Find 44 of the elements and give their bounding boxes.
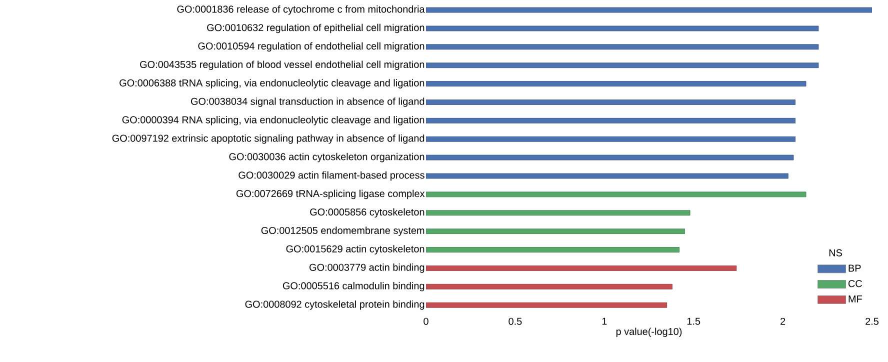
x-tick-label: 0: [424, 318, 428, 325]
x-tick-label: 2.5: [866, 318, 879, 325]
bar: [426, 62, 819, 68]
legend-title: NS: [829, 249, 842, 256]
bar: [426, 154, 794, 160]
y-tick-label: GO:0005856 cytoskeleton: [310, 208, 424, 218]
bar: [426, 136, 796, 142]
bar: [426, 26, 819, 32]
y-tick-label: GO:0030029 actin filament-based process: [238, 171, 424, 181]
bar: [426, 7, 872, 13]
bar: [426, 284, 672, 290]
bar: [426, 81, 806, 86]
y-tick-label: GO:0010594 regulation of endothelial cell migration: [198, 42, 424, 52]
y-tick-label: GO:0012505 endomembrane system: [261, 226, 424, 236]
bar: [426, 228, 685, 234]
y-tick-label: GO:0003779 actin binding: [310, 264, 424, 273]
bar: [426, 302, 668, 308]
legend-label: CC: [848, 280, 862, 288]
y-tick-label: GO:0038034 signal transduction in absence of ligand: [191, 98, 424, 107]
y-tick-label: GO:0010632 regulation of epithelial cell migration: [207, 24, 424, 34]
y-tick-label: GO:0001836 release of cytochrome c from mitochondria: [177, 5, 425, 15]
bar: [426, 247, 680, 252]
bar: [426, 100, 796, 105]
y-tick-label: GO:0097192 extrinsic apoptotic signaling pathway in absence of ligand: [112, 134, 424, 144]
x-axis-title: p value(-log10): [616, 328, 682, 337]
x-tick-label: 0.5: [508, 318, 522, 325]
legend-label: MF: [848, 295, 862, 302]
legend-label: BP: [848, 264, 861, 272]
x-tick-label: 2: [780, 318, 786, 325]
bar: [426, 210, 690, 216]
x-tick-label: 1.5: [687, 318, 700, 325]
y-tick-label: GO:0030036 actin cytoskeleton organization: [229, 152, 424, 162]
y-tick-label: GO:0008092 cytoskeletal protein binding: [245, 300, 424, 310]
y-tick-label: GO:0072669 tRNA-splicing ligase complex: [236, 190, 425, 200]
x-tick-label: 1: [602, 318, 607, 325]
y-tick-label: GO:0015629 actin cytoskeleton: [286, 245, 424, 254]
y-tick-label: GO:0005516 calmodulin binding: [282, 282, 424, 292]
y-tick-label: GO:0000394 RNA splicing, via endonucleolytic cleavage and ligation: [122, 116, 424, 126]
bar: [426, 266, 737, 271]
y-tick-label: GO:0006388 tRNA splicing, via endonucleolytic cleavage and ligation: [120, 79, 424, 88]
bar: [426, 44, 819, 50]
y-tick-label: GO:0043535 regulation of blood vessel endothelial cell migration: [140, 60, 424, 70]
bar: [426, 118, 796, 124]
bar: [426, 173, 788, 179]
